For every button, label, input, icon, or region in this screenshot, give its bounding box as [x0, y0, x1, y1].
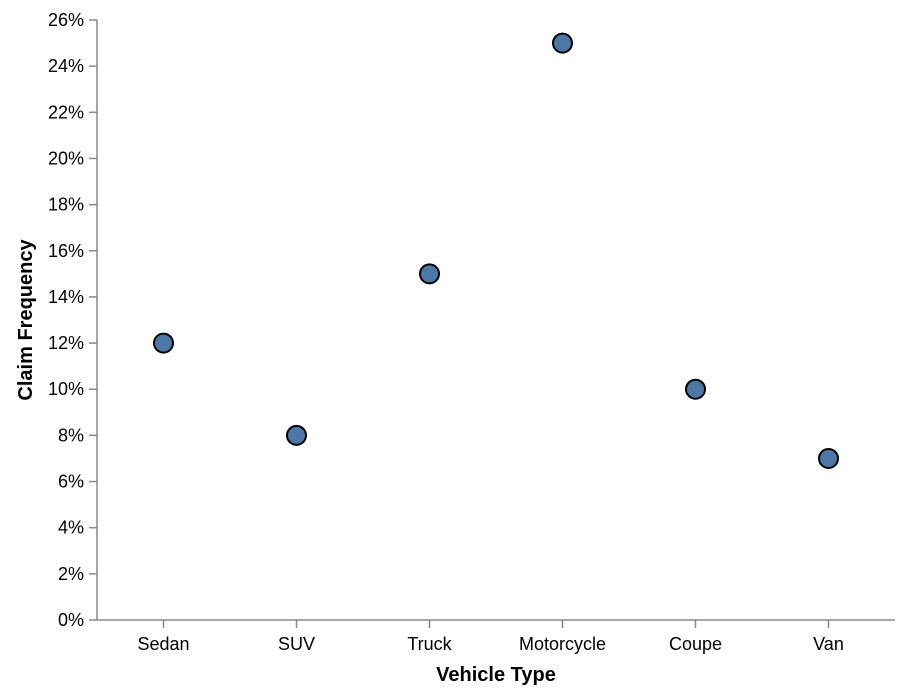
data-point-motorcycle: [552, 32, 573, 54]
y-tick-label: 20%: [48, 148, 84, 168]
data-point-truck: [419, 263, 440, 285]
y-tick-label: 4%: [58, 518, 84, 538]
y-tick-label: 18%: [48, 195, 84, 215]
y-axis-title: Claim Frequency: [15, 239, 37, 401]
y-tick-label: 2%: [58, 564, 84, 584]
y-tick-label: 16%: [48, 241, 84, 261]
x-tick-label: SUV: [278, 634, 315, 654]
y-tick-label: 14%: [48, 287, 84, 307]
x-tick-label: Truck: [407, 634, 452, 654]
data-point-coupe: [685, 378, 706, 400]
data-point-van: [818, 447, 839, 469]
data-point-sedan: [153, 332, 174, 354]
y-tick-label: 6%: [58, 472, 84, 492]
y-tick-label: 0%: [58, 610, 84, 630]
y-tick-label: 8%: [58, 425, 84, 445]
y-tick-label: 10%: [48, 379, 84, 399]
x-tick-label: Coupe: [669, 634, 722, 654]
data-point-suv: [286, 424, 307, 446]
y-tick-label: 24%: [48, 56, 84, 76]
x-axis-title: Vehicle Type: [436, 664, 556, 686]
x-axis: Sedan SUV Truck Motorcycle Coupe Van: [97, 619, 895, 654]
data-points: [153, 32, 839, 469]
y-axis: 0% 2% 4% 6% 8% 10% 12% 14% 16% 18% 20% 22% 24% 26%: [48, 10, 98, 630]
y-tick-label: 12%: [48, 333, 84, 353]
y-tick-label: 26%: [48, 10, 84, 30]
x-tick-label: Van: [813, 634, 844, 654]
y-tick-label: 22%: [48, 102, 84, 122]
x-tick-label: Sedan: [137, 634, 189, 654]
x-tick-label: Motorcycle: [519, 634, 606, 654]
